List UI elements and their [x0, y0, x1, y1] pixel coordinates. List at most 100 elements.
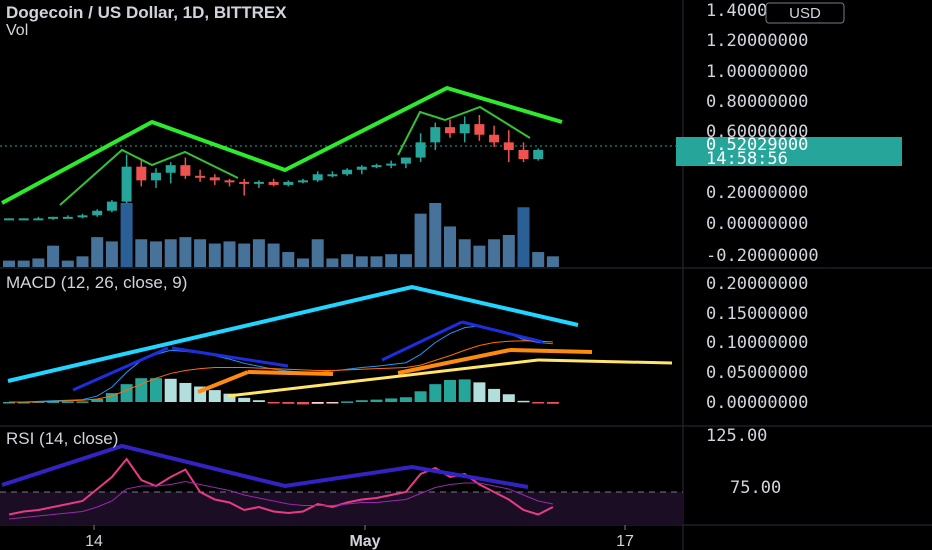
candle-body — [489, 134, 500, 143]
volume-bar — [341, 254, 354, 267]
candle — [327, 171, 338, 178]
time-axis: 14 May 17 — [85, 525, 634, 550]
macd-axis-tick: 0.20000000 — [706, 274, 808, 294]
price-badge-countdown: 14:58:56 — [706, 149, 788, 169]
price-axis-tick: 0.20000000 — [706, 183, 808, 203]
candle-body — [62, 216, 73, 219]
macd-trend-blue-2 — [171, 346, 289, 368]
currency-button[interactable]: USD — [765, 2, 845, 24]
candle — [62, 215, 73, 219]
candle — [92, 209, 103, 217]
candle-body — [400, 157, 411, 164]
macd-trend-blue-4 — [461, 320, 544, 344]
candle — [503, 130, 514, 163]
macd-histogram — [3, 378, 559, 405]
candle — [430, 122, 441, 150]
candle — [121, 154, 132, 204]
volume-bar — [47, 245, 60, 267]
macd-histogram-bar — [444, 379, 456, 402]
macd-trend-orange-1 — [197, 370, 249, 394]
macd-title: MACD (12, 26, close, 9) — [6, 273, 187, 292]
candlesticks — [4, 115, 544, 221]
volume-bar — [297, 258, 309, 267]
candle — [298, 178, 308, 184]
candle-body — [533, 149, 544, 160]
volume-bar — [194, 239, 207, 267]
candle — [239, 178, 250, 196]
head-shoulders-small-left — [59, 148, 239, 206]
volume-bar — [76, 256, 89, 267]
macd-histogram-bar — [76, 401, 89, 403]
macd-histogram-bar — [341, 401, 354, 403]
macd-histogram-bar — [91, 399, 104, 402]
rsi-axis-tick: 75.00 — [730, 478, 781, 498]
rsi-trend — [1, 443, 529, 489]
candle — [283, 180, 294, 187]
rsi-axis: 125.00 75.00 — [706, 426, 781, 498]
time-axis-tick: 14 — [85, 533, 103, 550]
macd-histogram-bar — [502, 394, 515, 402]
macd-trend-blue-3 — [381, 320, 463, 362]
candle — [151, 168, 161, 188]
time-axis-tick: May — [349, 533, 380, 550]
volume-bar — [32, 258, 45, 267]
candle-body — [209, 177, 220, 181]
macd-histogram-bar — [355, 400, 368, 402]
candle — [533, 148, 544, 161]
volume-bar — [488, 239, 501, 267]
candle — [386, 160, 397, 169]
macd-histogram-bar — [370, 399, 383, 402]
volume-bar — [311, 239, 324, 267]
candle — [209, 174, 220, 185]
candle — [445, 119, 455, 138]
candle-body — [386, 163, 397, 166]
macd-histogram-bar — [311, 402, 324, 404]
candle-body — [356, 166, 367, 170]
candle — [474, 115, 485, 141]
candle — [165, 162, 176, 184]
volume-label: Vol — [6, 22, 28, 39]
volume-bar — [150, 241, 162, 267]
candle-body — [283, 181, 294, 185]
macd-histogram-bar — [297, 402, 309, 405]
rsi-ma-line — [8, 480, 554, 520]
candle-body — [518, 149, 529, 160]
candle — [489, 125, 500, 147]
candle — [33, 216, 44, 221]
macd-histogram-bar — [326, 402, 339, 404]
candle — [136, 160, 147, 187]
volume-bar — [532, 252, 545, 267]
candle-body — [121, 166, 132, 202]
candle-body — [48, 216, 59, 219]
macd-histogram-bar — [61, 401, 74, 403]
price-axis-tick: 1.00000000 — [706, 62, 808, 82]
macd-histogram-bar — [47, 401, 60, 403]
macd-trend-orange-2 — [247, 370, 334, 376]
rsi-axis-tick: 125.00 — [706, 426, 767, 446]
macd-histogram-bar — [179, 382, 192, 402]
volume-bar — [385, 254, 398, 267]
volume-bar — [546, 256, 559, 267]
candle — [77, 213, 88, 219]
price-axis-tick: 1.20000000 — [706, 31, 808, 51]
macd-histogram-bar — [17, 402, 30, 404]
chart-title: Dogecoin / US Dollar, 1D, BITTREX — [6, 3, 287, 22]
macd-histogram-bar — [282, 402, 295, 404]
candle — [459, 116, 470, 143]
candle-body — [459, 124, 470, 134]
candle-body — [4, 218, 14, 221]
macd-histogram-bar — [458, 379, 471, 402]
candle — [253, 180, 264, 188]
macd-drawings — [7, 284, 673, 398]
candle-body — [136, 166, 147, 181]
macd-histogram-bar — [3, 402, 15, 404]
candle-body — [474, 124, 485, 135]
candle — [400, 157, 411, 169]
head-shoulders-large — [1, 86, 563, 205]
price-axis: 1.40000000 1.20000000 1.00000000 0.80000… — [706, 1, 819, 266]
volume-bar — [414, 213, 427, 267]
rsi-title: RSI (14, close) — [6, 429, 118, 448]
macd-histogram-bar — [473, 382, 486, 402]
price-axis-tick: 0.00000000 — [706, 214, 808, 234]
